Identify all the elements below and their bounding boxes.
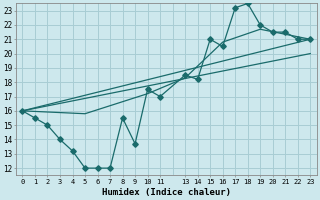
X-axis label: Humidex (Indice chaleur): Humidex (Indice chaleur) (102, 188, 231, 197)
